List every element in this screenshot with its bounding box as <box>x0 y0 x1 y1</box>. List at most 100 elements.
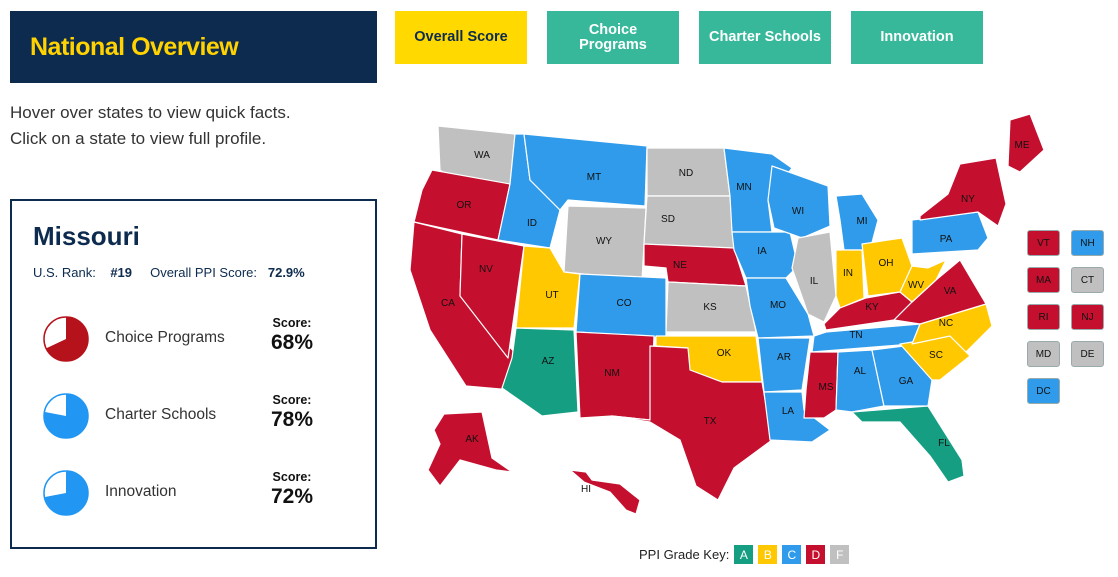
instruction-hover: Hover over states to view quick facts. <box>10 103 291 122</box>
label-AK: AK <box>465 434 479 445</box>
tab-charter-schools[interactable]: Charter Schools <box>699 11 831 64</box>
state-HI[interactable] <box>569 469 641 515</box>
state-TX[interactable] <box>611 345 773 501</box>
score-value: 68% <box>270 331 314 354</box>
tab-overall-score[interactable]: Overall Score <box>395 11 527 64</box>
state-AL[interactable] <box>835 349 885 413</box>
ppi-score-label: Overall PPI Score: <box>150 265 258 280</box>
ppi-score-value: 72.9% <box>267 265 305 280</box>
state-MT[interactable] <box>523 133 648 211</box>
state-WI[interactable] <box>767 165 831 239</box>
rank-label: U.S. Rank: <box>33 265 96 280</box>
label-OR: OR <box>457 200 472 211</box>
score-label: Score: <box>272 393 312 407</box>
label-WI: WI <box>792 206 804 217</box>
label-WV: WV <box>908 280 924 291</box>
label-PA: PA <box>940 234 953 245</box>
label-TN: TN <box>849 330 862 341</box>
label-NV: NV <box>479 264 493 275</box>
state-NY[interactable] <box>919 157 1007 227</box>
page-title-banner: National Overview <box>10 11 377 83</box>
instruction-click: Click on a state to view full profile. <box>10 129 267 148</box>
label-KY: KY <box>865 302 879 313</box>
metric-label: Choice Programs <box>105 329 225 346</box>
label-AR: AR <box>777 352 791 363</box>
label-OK: OK <box>717 348 732 359</box>
state-OR[interactable] <box>413 169 511 241</box>
small-state-md[interactable]: MD <box>1027 341 1060 367</box>
tab-choice-programs[interactable]: Choice Programs <box>547 11 679 64</box>
state-ME[interactable] <box>1007 113 1045 173</box>
label-CO: CO <box>617 298 632 309</box>
score-value: 72% <box>270 485 314 508</box>
state-SD[interactable] <box>643 195 735 251</box>
state-FL[interactable] <box>851 405 965 483</box>
label-OH: OH <box>879 258 894 269</box>
pie-slice <box>44 394 88 438</box>
metric-charter-schools: Charter Schools Score: 78% <box>42 388 342 448</box>
label-IA: IA <box>757 246 767 257</box>
label-NM: NM <box>604 368 620 379</box>
label-WA: WA <box>474 150 490 161</box>
small-state-vt[interactable]: VT <box>1027 230 1060 256</box>
label-NE: NE <box>673 260 687 271</box>
label-CA: CA <box>441 298 455 309</box>
label-ME: ME <box>1015 140 1030 151</box>
label-IN: IN <box>843 268 853 279</box>
grade-key: PPI Grade Key: A B C D F <box>639 545 850 564</box>
label-AZ: AZ <box>542 356 555 367</box>
label-HI: HI <box>581 484 591 495</box>
grade-b-swatch: B <box>758 545 778 564</box>
state-profile-card: Missouri U.S. Rank: #19 Overall PPI Scor… <box>10 199 377 549</box>
state-LA[interactable] <box>763 391 831 443</box>
label-UT: UT <box>545 290 558 301</box>
small-state-de[interactable]: DE <box>1071 341 1104 367</box>
instructions: Hover over states to view quick facts. C… <box>10 100 291 152</box>
state-WV[interactable] <box>899 259 947 303</box>
label-MI: MI <box>856 216 867 227</box>
us-map: WA OR CA NV ID MT WY UT AZ CO NM ND SD N… <box>409 113 1045 515</box>
charter-schools-pie <box>43 393 89 439</box>
state-IL[interactable] <box>791 231 837 323</box>
label-TX: TX <box>704 416 717 427</box>
rank-row: U.S. Rank: #19 Overall PPI Score: 72.9% <box>33 265 305 280</box>
rank-value: #19 <box>110 265 133 280</box>
label-MT: MT <box>587 172 601 183</box>
metric-choice-programs: Choice Programs Score: 68% <box>42 311 342 371</box>
state-AR[interactable] <box>757 337 811 393</box>
tab-innovation[interactable]: Innovation <box>851 11 983 64</box>
state-GA[interactable] <box>871 345 933 407</box>
state-AZ[interactable] <box>501 327 579 417</box>
small-state-ct[interactable]: CT <box>1071 267 1104 293</box>
metric-label: Charter Schools <box>105 406 217 423</box>
label-ND: ND <box>679 168 693 179</box>
label-IL: IL <box>810 276 819 287</box>
label-VA: VA <box>944 286 957 297</box>
grade-f-swatch: F <box>830 545 850 564</box>
state-NV[interactable] <box>459 233 525 359</box>
pie-slice <box>44 471 88 515</box>
label-AL: AL <box>854 366 867 377</box>
grade-d-swatch: D <box>806 545 826 564</box>
small-state-ma[interactable]: MA <box>1027 267 1060 293</box>
label-FL: FL <box>938 438 950 449</box>
choice-programs-pie <box>43 316 89 362</box>
pie-slice <box>46 317 88 361</box>
small-state-dc[interactable]: DC <box>1027 378 1060 404</box>
grade-key-label: PPI Grade Key: <box>639 547 730 562</box>
grade-c-swatch: C <box>782 545 802 564</box>
small-state-nh[interactable]: NH <box>1071 230 1104 256</box>
state-AK[interactable] <box>427 411 513 487</box>
small-state-ri[interactable]: RI <box>1027 304 1060 330</box>
label-WY: WY <box>596 236 612 247</box>
small-state-nj[interactable]: NJ <box>1071 304 1104 330</box>
innovation-pie <box>43 470 89 516</box>
label-NC: NC <box>939 318 953 329</box>
state-name: Missouri <box>33 221 140 251</box>
label-KS: KS <box>703 302 717 313</box>
state-IN[interactable] <box>835 249 865 309</box>
page-title: National Overview <box>30 32 239 61</box>
score-label: Score: <box>272 470 312 484</box>
label-SC: SC <box>929 350 943 361</box>
metric-innovation: Innovation Score: 72% <box>42 465 342 525</box>
